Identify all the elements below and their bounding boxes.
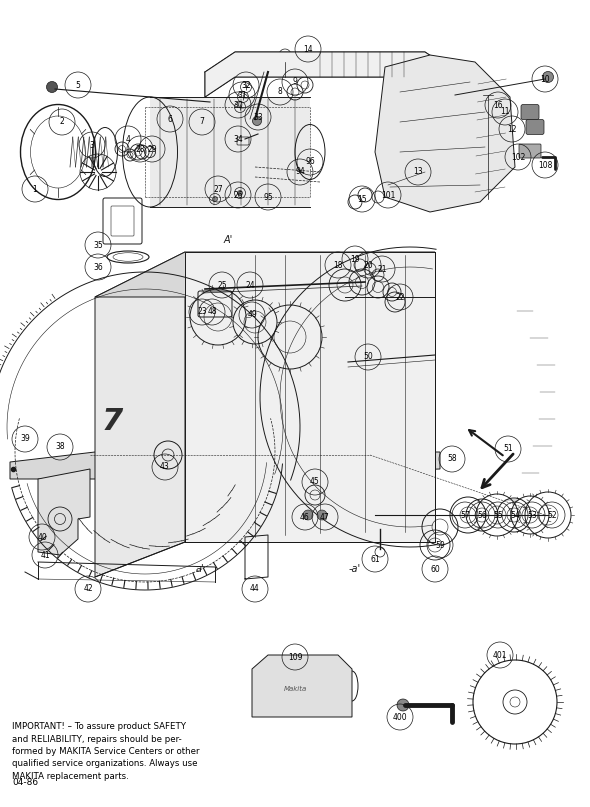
- Text: 22: 22: [395, 292, 405, 302]
- Text: 23: 23: [197, 307, 207, 316]
- Text: 5: 5: [76, 81, 80, 90]
- Circle shape: [303, 510, 313, 520]
- Text: 47: 47: [320, 512, 330, 521]
- Text: 28: 28: [135, 144, 145, 153]
- Text: 53: 53: [527, 511, 537, 520]
- Text: 1: 1: [32, 185, 37, 194]
- Text: 8: 8: [278, 87, 283, 97]
- Text: a': a': [196, 564, 204, 574]
- Text: 49: 49: [247, 311, 257, 320]
- Circle shape: [212, 196, 218, 202]
- Circle shape: [253, 116, 261, 126]
- Text: -a': -a': [349, 564, 361, 574]
- Text: 35: 35: [93, 240, 103, 249]
- Polygon shape: [205, 52, 455, 97]
- Circle shape: [542, 72, 553, 82]
- Text: 11: 11: [500, 107, 510, 116]
- Text: IMPORTANT! – To assure product SAFETY
and RELIABILITY, repairs should be per-
fo: IMPORTANT! – To assure product SAFETY an…: [12, 722, 199, 781]
- Text: 26: 26: [233, 190, 243, 199]
- Text: 94: 94: [295, 168, 305, 177]
- Polygon shape: [95, 252, 185, 577]
- Text: 46: 46: [300, 512, 310, 521]
- Text: 41: 41: [40, 550, 50, 559]
- Text: 401: 401: [493, 650, 507, 659]
- Polygon shape: [185, 252, 435, 542]
- Text: 58: 58: [447, 454, 457, 463]
- Text: 102: 102: [511, 153, 525, 161]
- Text: 45: 45: [310, 478, 320, 487]
- Polygon shape: [375, 55, 515, 212]
- Text: 15: 15: [357, 194, 367, 203]
- Text: 19: 19: [350, 254, 360, 264]
- Text: 30: 30: [233, 101, 243, 110]
- Text: 7: 7: [199, 118, 205, 127]
- Circle shape: [317, 510, 327, 520]
- Text: 48: 48: [207, 307, 217, 316]
- Text: 101: 101: [381, 190, 395, 199]
- Text: 51: 51: [503, 445, 513, 454]
- Circle shape: [47, 82, 57, 93]
- Polygon shape: [150, 97, 310, 207]
- Text: 10: 10: [540, 74, 550, 83]
- Text: 96: 96: [305, 157, 315, 166]
- Text: 2: 2: [60, 118, 64, 127]
- Text: 9: 9: [293, 77, 297, 86]
- Text: 44: 44: [250, 584, 260, 593]
- FancyBboxPatch shape: [521, 104, 539, 119]
- Text: 04-86: 04-86: [12, 778, 38, 787]
- Text: 39: 39: [20, 434, 30, 444]
- Polygon shape: [10, 452, 440, 479]
- Text: 27: 27: [213, 185, 223, 194]
- Text: 6: 6: [168, 115, 172, 123]
- Text: 18: 18: [333, 261, 343, 270]
- Text: 50: 50: [363, 353, 373, 362]
- Text: 56: 56: [477, 511, 487, 520]
- Text: 43: 43: [160, 462, 170, 471]
- Text: 57: 57: [460, 511, 470, 520]
- Text: 55: 55: [493, 511, 503, 520]
- Circle shape: [139, 446, 151, 458]
- Text: 52: 52: [547, 511, 557, 520]
- Text: 40: 40: [37, 533, 47, 541]
- Text: 42: 42: [83, 584, 93, 593]
- Text: 108: 108: [538, 161, 552, 169]
- Text: 25: 25: [217, 281, 227, 290]
- Text: 61: 61: [370, 554, 380, 563]
- Text: Makita: Makita: [283, 686, 307, 692]
- Text: 13: 13: [413, 168, 423, 177]
- Circle shape: [238, 190, 242, 195]
- Circle shape: [397, 699, 409, 711]
- Text: 109: 109: [288, 653, 302, 662]
- Text: 21: 21: [377, 265, 387, 274]
- Polygon shape: [38, 469, 90, 555]
- Text: 36: 36: [93, 262, 103, 271]
- Polygon shape: [252, 655, 352, 717]
- Text: 54: 54: [510, 511, 520, 520]
- Text: 16: 16: [493, 101, 503, 110]
- FancyBboxPatch shape: [526, 119, 544, 135]
- Text: 31: 31: [237, 90, 247, 99]
- Text: 60: 60: [430, 565, 440, 574]
- Text: A': A': [224, 235, 232, 245]
- Text: 14: 14: [303, 44, 313, 53]
- Text: 29: 29: [147, 144, 157, 153]
- Text: 33: 33: [253, 112, 263, 122]
- Text: 20: 20: [363, 261, 373, 270]
- Text: 59: 59: [435, 541, 445, 550]
- Text: 7: 7: [101, 408, 123, 437]
- Text: 24: 24: [245, 281, 255, 290]
- Text: 400: 400: [393, 713, 407, 721]
- Text: 12: 12: [507, 124, 517, 133]
- Text: 34: 34: [233, 135, 243, 144]
- Text: 38: 38: [55, 442, 65, 451]
- Text: 4: 4: [126, 135, 130, 144]
- Text: 32: 32: [241, 81, 251, 90]
- Text: 95: 95: [263, 193, 273, 202]
- Polygon shape: [95, 252, 435, 297]
- FancyBboxPatch shape: [519, 144, 541, 158]
- Text: 3: 3: [90, 140, 94, 149]
